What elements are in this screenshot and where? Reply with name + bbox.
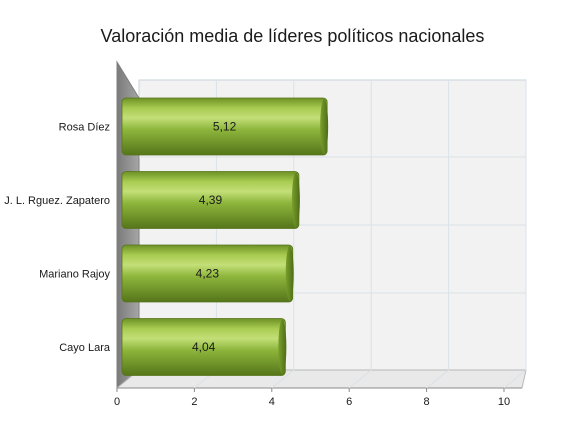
category-labels: Rosa Díez J. L. Rguez. Zapatero Mariano Ra… [4,122,111,355]
x-tick-label: 2 [191,396,197,408]
category-label: Cayo Lara [59,342,111,354]
x-tick-label: 10 [498,396,510,408]
gridline-floor [426,369,449,389]
x-tick-label: 6 [346,396,352,408]
bar: 4,04 [121,318,287,376]
x-axis-ticks: 0 2 4 6 8 10 [114,388,510,408]
bar: 5,12 [121,97,329,156]
bar-cap [291,172,300,228]
chart-title: Valoración media de líderes políticos na… [100,26,485,46]
bar-cap [320,99,329,154]
data-label: 4,04 [192,340,216,354]
bar-cap [278,319,287,375]
gridline-floor [271,369,295,389]
bar: 4,23 [121,244,294,303]
data-label: 5,12 [213,120,237,134]
data-label: 4,23 [196,267,220,281]
category-label: Rosa Díez [59,122,110,134]
category-label: J. L. Rguez. Zapatero [4,195,110,207]
x-tick-label: 8 [424,396,430,408]
data-label: 4,39 [199,193,223,207]
gridline-floor [503,369,527,389]
gridline-floor [348,369,372,389]
x-tick-label: 0 [114,396,120,408]
bar-cap [285,246,294,301]
bar: 4,39 [121,171,300,229]
bars: 5,12 4,39 4,23 4,04 [121,97,329,376]
x-tick-label: 4 [269,396,275,408]
category-label: Mariano Rajoy [39,269,110,281]
